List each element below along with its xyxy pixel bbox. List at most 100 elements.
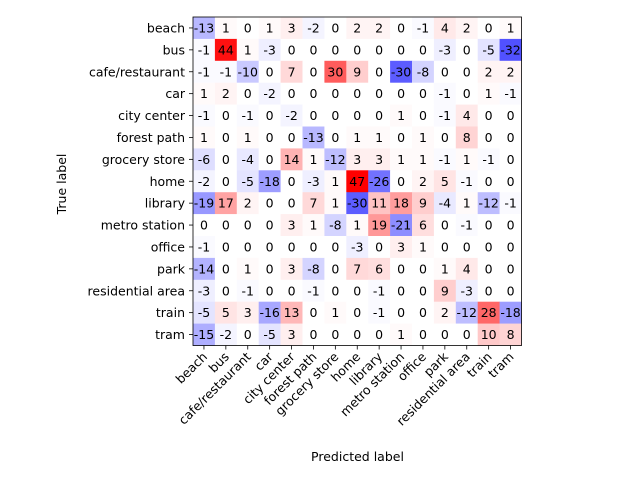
heatmap-cell-9-3 xyxy=(258,214,281,237)
heatmap-cell-4-0 xyxy=(193,104,216,127)
heatmap-cell-7-2 xyxy=(236,170,259,193)
heatmap-cell-8-0 xyxy=(193,192,216,215)
heatmap-cell-12-12 xyxy=(455,279,478,302)
heatmap-cell-9-12 xyxy=(455,214,478,237)
heatmap-cell-14-5 xyxy=(302,323,325,346)
cell-value-label-9-11: 0 xyxy=(441,218,449,233)
cell-value-label-9-4: 3 xyxy=(288,218,296,233)
cell-value-label-14-2: 0 xyxy=(244,327,252,342)
y-tick-label-park: park xyxy=(157,261,186,276)
cell-value-label-13-13: 28 xyxy=(481,305,497,320)
cell-value-label-0-7: 2 xyxy=(353,20,361,35)
cell-value-label-6-1: 0 xyxy=(222,152,230,167)
cell-value-label-13-5: 0 xyxy=(309,305,317,320)
heatmap-cell-2-4 xyxy=(280,60,303,83)
y-tick-label-forest-path: forest path xyxy=(117,130,185,145)
heatmap-cell-0-3 xyxy=(258,17,281,40)
heatmap-cell-0-14 xyxy=(499,17,522,40)
cell-value-label-1-5: 0 xyxy=(309,42,317,57)
cell-value-label-8-14: -1 xyxy=(504,196,516,211)
heatmap-cell-4-4 xyxy=(280,104,303,127)
heatmap-cell-4-3 xyxy=(258,104,281,127)
cell-value-label-10-4: 0 xyxy=(288,239,296,254)
cell-value-label-1-8: 0 xyxy=(375,42,383,57)
cell-value-label-1-6: 0 xyxy=(331,42,339,57)
cell-value-label-12-8: -1 xyxy=(373,283,385,298)
heatmap-cell-12-6 xyxy=(324,279,347,302)
heatmap-cell-13-11 xyxy=(433,301,457,324)
cell-value-label-6-8: 3 xyxy=(375,152,383,167)
cell-value-label-3-13: 1 xyxy=(485,86,493,101)
cell-value-label-4-2: -1 xyxy=(242,108,254,123)
cell-value-label-8-7: -30 xyxy=(347,196,367,211)
heatmap-cell-1-2 xyxy=(236,38,259,62)
heatmap-cell-12-9 xyxy=(390,279,413,302)
heatmap-cell-8-4 xyxy=(280,192,303,215)
cell-value-label-2-12: 0 xyxy=(463,64,471,79)
cell-value-label-2-2: -10 xyxy=(238,64,258,79)
cell-value-label-9-8: 19 xyxy=(371,218,387,233)
heatmap-cell-3-13 xyxy=(477,82,500,105)
cell-value-label-9-5: 1 xyxy=(309,218,317,233)
heatmap-cell-13-6 xyxy=(324,301,347,324)
heatmap-cell-8-9 xyxy=(390,192,413,215)
heatmap-cell-13-1 xyxy=(214,301,238,324)
cell-value-label-2-11: 0 xyxy=(441,64,449,79)
heatmap-cell-10-1 xyxy=(214,236,238,259)
cell-value-label-3-14: -1 xyxy=(504,86,516,101)
y-tick-label-metro-station: metro station xyxy=(101,218,185,233)
cell-value-label-0-11: 4 xyxy=(441,20,449,35)
cell-value-label-5-11: 0 xyxy=(441,130,449,145)
heatmap-cell-13-0 xyxy=(193,301,216,324)
cell-value-label-12-4: 0 xyxy=(288,283,296,298)
heatmap-cell-10-6 xyxy=(324,236,347,259)
cell-value-label-4-14: 0 xyxy=(507,108,515,123)
cell-value-label-7-11: 5 xyxy=(441,174,449,189)
cell-value-label-5-1: 0 xyxy=(222,130,230,145)
heatmap-cell-11-8 xyxy=(368,257,391,281)
heatmap-cell-0-7 xyxy=(346,17,369,40)
cell-value-label-11-1: 0 xyxy=(222,261,230,276)
cell-value-label-7-3: -18 xyxy=(259,174,279,189)
cell-value-label-5-3: 0 xyxy=(266,130,274,145)
heatmap-cell-5-12 xyxy=(455,126,478,149)
heatmap-cell-8-7 xyxy=(346,192,369,215)
cell-value-label-11-14: 0 xyxy=(507,261,515,276)
heatmap-cell-5-6 xyxy=(324,126,347,149)
heatmap-cell-10-9 xyxy=(390,236,413,259)
heatmap-cell-12-11 xyxy=(433,279,457,302)
cell-value-label-4-3: 0 xyxy=(266,108,274,123)
heatmap-cell-10-7 xyxy=(346,236,369,259)
cell-value-label-5-10: 1 xyxy=(419,130,427,145)
heatmap-cell-9-1 xyxy=(214,214,238,237)
heatmap-cell-10-8 xyxy=(368,236,391,259)
heatmap-cell-0-5 xyxy=(302,17,325,40)
cell-value-label-11-0: -14 xyxy=(194,261,214,276)
cell-value-label-5-13: 0 xyxy=(485,130,493,145)
cell-value-label-8-6: 1 xyxy=(331,196,339,211)
cell-value-label-2-4: 7 xyxy=(288,64,296,79)
cell-value-label-11-7: 7 xyxy=(353,261,361,276)
heatmap-cell-13-3 xyxy=(258,301,281,324)
heatmap-cell-14-11 xyxy=(433,323,457,346)
heatmap-cell-13-2 xyxy=(236,301,259,324)
heatmap-cell-11-10 xyxy=(412,257,435,281)
cell-value-label-9-7: 1 xyxy=(353,218,361,233)
cell-value-label-4-11: -1 xyxy=(439,108,451,123)
cell-value-label-14-9: 1 xyxy=(397,327,405,342)
heatmap-cell-11-1 xyxy=(214,257,238,281)
heatmap-cell-14-12 xyxy=(455,323,478,346)
cell-value-label-3-3: -2 xyxy=(263,86,275,101)
heatmap-cell-2-6 xyxy=(324,60,347,83)
heatmap-cell-3-14 xyxy=(499,82,522,105)
cell-value-label-13-2: 3 xyxy=(244,305,252,320)
cell-value-label-8-9: 18 xyxy=(393,196,409,211)
cell-value-label-11-12: 4 xyxy=(463,261,471,276)
heatmap-cell-3-7 xyxy=(346,82,369,105)
cell-value-label-8-10: 9 xyxy=(419,196,427,211)
cell-value-label-3-5: 0 xyxy=(309,86,317,101)
heatmap-cell-14-14 xyxy=(499,323,522,346)
heatmap-cell-13-12 xyxy=(455,301,478,324)
cell-value-label-8-3: 0 xyxy=(266,196,274,211)
